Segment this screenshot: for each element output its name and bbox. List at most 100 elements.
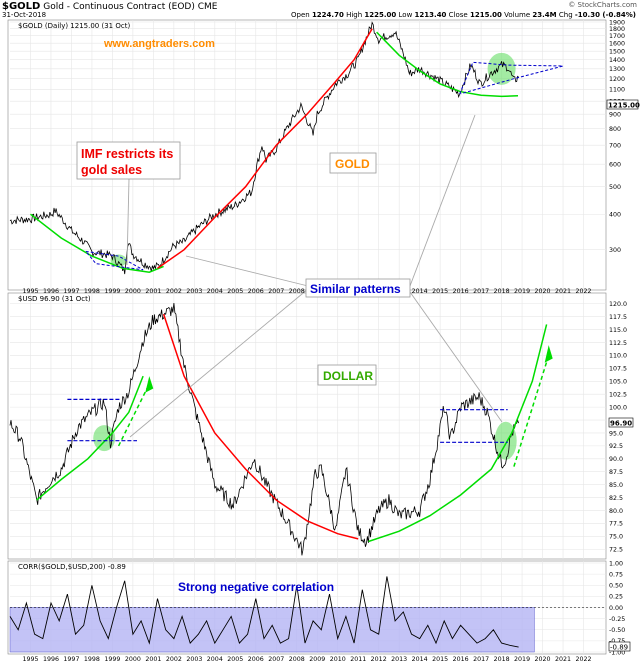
x-tick-label: 1999 (104, 656, 120, 663)
y-tick-label: 87.5 (609, 469, 623, 476)
x-tick-label: 2020 (535, 656, 551, 663)
x-tick-label: 2020 (535, 288, 551, 295)
y-tick-label: 95.0 (609, 430, 623, 437)
gold-recent-base-curve (376, 31, 519, 98)
x-tick-label: 1995 (22, 288, 38, 295)
y-tick-label: 105.0 (609, 379, 627, 386)
y-tick-label: 700 (609, 142, 621, 149)
dollar-last-value-tag-bg (608, 417, 634, 428)
y-tick-label: 900 (609, 111, 621, 118)
y-tick-label: 112.5 (609, 340, 627, 347)
high-value: 1225.00 (364, 11, 397, 19)
similar-callout-gold-recent (409, 114, 476, 287)
x-tick-label: 1998 (84, 656, 100, 663)
dollar-price-line (9, 303, 519, 556)
header-symbol: $GOLD (2, 1, 41, 12)
y-tick-label: 72.5 (609, 547, 623, 554)
gold-label: GOLD (335, 157, 370, 171)
y-tick-label: 1300 (609, 66, 625, 73)
x-tick-label: 1999 (104, 288, 120, 295)
x-tick-label: 1998 (84, 288, 100, 295)
chg-label: Chg (558, 11, 573, 19)
x-tick-label: 2001 (145, 288, 161, 295)
similar-callout-dollar-recent (409, 291, 503, 423)
dollar-recent-projection-arrow (513, 355, 550, 467)
y-tick-label: -0.50 (609, 627, 625, 634)
gold-panel-title: $GOLD (Daily) 1215.00 (31 Oct) (18, 22, 130, 30)
y-tick-label: 1200 (609, 76, 625, 83)
y-tick-label: 500 (609, 184, 621, 191)
y-tick-label: -1.00 (609, 649, 625, 656)
similar-patterns-label: Similar patterns (310, 282, 401, 296)
x-tick-label: 2013 (391, 656, 407, 663)
similar-callout-gold-early (185, 255, 309, 287)
x-tick-label: 2012 (371, 656, 387, 663)
x-tick-label: 1997 (63, 288, 79, 295)
corr-last-value-tag-bg (608, 641, 631, 652)
pattern-overlays-back (9, 52, 604, 653)
x-tick-label: 2006 (248, 288, 264, 295)
x-tick-label: 1995 (22, 656, 38, 663)
x-tick-label: 1996 (43, 288, 59, 295)
y-tick-label: 0.00 (609, 605, 623, 612)
dollar-decline-curve (162, 313, 359, 540)
open-value: 1224.70 (311, 11, 344, 19)
x-tick-label: 2007 (268, 288, 284, 295)
x-tick-label: 2011 (350, 656, 366, 663)
x-tick-label: 2019 (514, 288, 530, 295)
corr-last-value-tag: -0.89 (610, 644, 628, 652)
y-tick-label: 1.00 (609, 560, 623, 567)
y-tick-label: 80.0 (609, 508, 623, 515)
x-tick-label: 2000 (125, 288, 141, 295)
dollar-early-projection-arrow (117, 383, 150, 447)
x-tick-label: 2021 (555, 288, 571, 295)
gold-recent-highlight (487, 52, 516, 85)
gold-last-value-tag: 1215.00 (608, 102, 640, 110)
correlation-line (9, 576, 519, 648)
imf-callout-line (126, 178, 130, 266)
header-exchange: CME (197, 2, 218, 12)
y-tick-label: 0.75 (609, 571, 623, 578)
x-tick-label: 2019 (514, 656, 530, 663)
x-tick-label: 2017 (473, 288, 489, 295)
y-tick-label: 82.5 (609, 495, 623, 502)
gold-recent-pattern (459, 61, 564, 95)
y-tick-label: 1600 (609, 41, 625, 48)
imf-callout-box (76, 141, 181, 180)
imf-annotation-line1: IMF restricts its (81, 147, 173, 161)
x-tick-label: 2022 (576, 288, 592, 295)
x-tick-label: 2015 (432, 656, 448, 663)
dollar-last-value-tag: 96.90 (610, 420, 632, 428)
close-value: 1215.00 (469, 11, 502, 19)
x-tick-label: 2014 (412, 656, 428, 663)
y-tick-label: 117.5 (609, 314, 627, 321)
corr-negative-zone (9, 607, 535, 653)
corr-annotation: Strong negative correlation (178, 580, 334, 594)
y-tick-label: -0.25 (609, 616, 625, 623)
x-tick-label: 1997 (63, 656, 79, 663)
y-tick-label: 107.5 (609, 366, 627, 373)
dollar-label: DOLLAR (323, 369, 373, 383)
x-tick-label: 2009 (309, 656, 325, 663)
similar-patterns-box (305, 278, 411, 298)
header-ohlc: Open 1224.70 High 1225.00 Low 1213.40 Cl… (291, 11, 636, 19)
close-label: Close (448, 11, 468, 19)
y-tick-label: 0.25 (609, 594, 623, 601)
y-tick-label: 90.0 (609, 456, 623, 463)
y-tick-label: 92.5 (609, 443, 623, 450)
y-tick-label: 0.50 (609, 583, 623, 590)
x-tick-label: 2003 (186, 656, 202, 663)
y-tick-label: 1100 (609, 87, 625, 94)
chg-value: -10.30 (-0.84%) (574, 11, 636, 19)
gold-parabolic-curve (157, 28, 373, 269)
x-tick-label: 2004 (207, 288, 223, 295)
x-tick-label: 2000 (125, 656, 141, 663)
x-tick-label: 2015 (432, 288, 448, 295)
dollar-label-box (317, 364, 377, 386)
website-annotation: www.angtraders.com (103, 38, 215, 50)
x-tick-label: 2006 (248, 656, 264, 663)
y-tick-label: 400 (609, 212, 621, 219)
x-tick-label: 2005 (227, 288, 243, 295)
x-tick-label: 2018 (494, 288, 510, 295)
